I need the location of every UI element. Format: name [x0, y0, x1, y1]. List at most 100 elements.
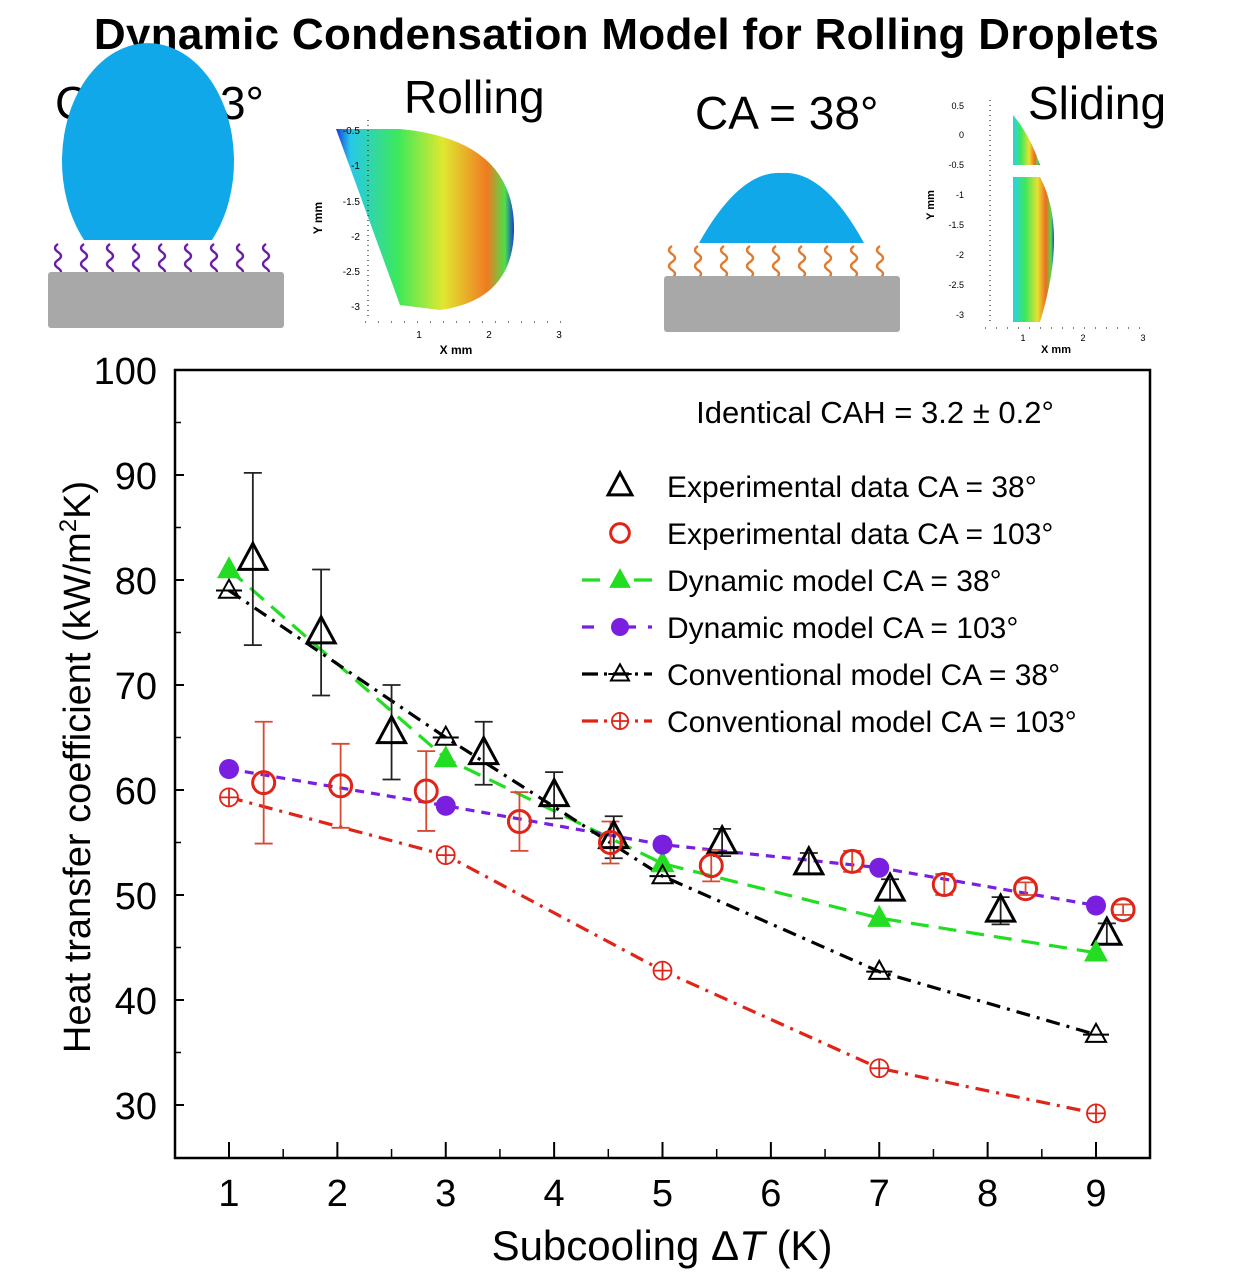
- illustrations: -0.5 -1 -1.5 -2 -2.5 -3 1 2 3 X mm Y mm: [48, 43, 1146, 357]
- marker-circle-open: [597, 830, 623, 855]
- data-markers: [216, 540, 1136, 1124]
- marker-circle-plus: [869, 1058, 890, 1079]
- triangle: [217, 577, 241, 599]
- x-tick-label: 2: [327, 1173, 348, 1215]
- marker-triangle-open-bar: [866, 958, 893, 980]
- x-tick-label: 8: [977, 1173, 998, 1215]
- tick-label: -2.5: [343, 267, 361, 278]
- legend-label: Experimental data CA = 38°: [667, 471, 1037, 504]
- marker-triangle-filled: [1084, 939, 1108, 962]
- sliding-heatmap-top: [1013, 115, 1040, 165]
- y-tick-label: 70: [115, 666, 157, 708]
- marker-triangle-open: [792, 844, 826, 876]
- right-ca-label: CA = 38°: [695, 87, 879, 139]
- triangle: [867, 958, 891, 980]
- y-axis-label: Heat transfer coefficient (kW/m2K): [55, 481, 99, 1053]
- marker-triangle-open: [1090, 915, 1124, 946]
- legend-item: Dynamic model CA = 103°: [582, 612, 1018, 645]
- tick-label: 3: [556, 330, 562, 341]
- marker-circle-open: [698, 853, 724, 879]
- marker-triangle-open-bar: [216, 577, 242, 599]
- substrate-right: [664, 276, 900, 332]
- substrate-left: [48, 272, 284, 328]
- x-tick-label: 3: [435, 1173, 456, 1215]
- series-line-2: [227, 568, 1097, 955]
- x-tick-label: 6: [760, 1173, 781, 1215]
- marker-triangle-open: [597, 818, 631, 850]
- tick-label: -3: [351, 302, 360, 313]
- y-tick-label: 100: [94, 351, 157, 393]
- marker-circle-filled: [435, 795, 456, 816]
- legend: Experimental data CA = 38° Experimental d…: [582, 469, 1077, 739]
- tick-label: -1.5: [948, 220, 964, 230]
- marker-triangle-open: [873, 870, 907, 902]
- error-bar: [1114, 903, 1133, 916]
- velocity-map-rolling: -0.5 -1 -1.5 -2 -2.5 -3 1 2 3 X mm Y mm: [311, 120, 565, 357]
- marker-triangle-open-bar: [432, 724, 459, 746]
- marker-circle-plus: [1086, 1103, 1106, 1124]
- legend-item: Conventional model CA = 103°: [582, 706, 1077, 739]
- sliding-x-ticks: 1 2 3: [1020, 333, 1145, 343]
- marker-circle-filled: [869, 857, 890, 878]
- marker-triangle-open-bar: [649, 863, 676, 885]
- y-tick-label: 50: [115, 876, 157, 918]
- droplet-illustration-ca38: [664, 172, 900, 332]
- marker-circle-open: [609, 522, 631, 544]
- legend-label: Dynamic model CA = 38°: [667, 565, 1002, 598]
- axes: 30 40 50 60 70 80 90 100 1 2 3 4 5 6 7 8 9: [94, 351, 1152, 1215]
- marker-triangle-open: [705, 823, 739, 855]
- rolling-y-axis-label: Y mm: [311, 202, 325, 234]
- marker-circle-filled: [1086, 895, 1106, 916]
- sliding-x-axis-label: X mm: [1041, 344, 1071, 356]
- marker-circle-open: [1013, 876, 1039, 902]
- marker-circle-filled: [611, 618, 629, 636]
- droplet-ca38: [699, 172, 864, 243]
- tick-label: -2: [351, 232, 360, 243]
- marker-triangle-open: [537, 776, 571, 808]
- marker-triangle-open: [375, 713, 409, 745]
- legend-label: Conventional model CA = 38°: [667, 659, 1060, 692]
- x-tick-label: 5: [652, 1173, 673, 1215]
- marker-triangle-open: [984, 891, 1018, 923]
- y-tick-label: 30: [115, 1086, 157, 1128]
- rolling-x-ticks: 1 2 3: [416, 330, 562, 341]
- rolling-heatmap: [336, 129, 515, 310]
- marker-circle-filled: [652, 834, 673, 855]
- triangle: [650, 863, 675, 885]
- x-axis-label: Subcooling ΔT (K): [492, 1222, 833, 1269]
- rolling-label: Rolling: [404, 71, 545, 123]
- droplet-illustration-ca103: [48, 43, 284, 328]
- marker-triangle-open: [304, 613, 338, 645]
- triangle: [1084, 1021, 1108, 1043]
- tick-label: 1: [1020, 333, 1025, 343]
- velocity-map-sliding: 0.5 0 -0.5 -1 -1.5 -2 -2.5 -3 1 2 3 X mm…: [925, 100, 1146, 356]
- y-tick-label: 90: [115, 456, 157, 498]
- rolling-y-ticks: -0.5 -1 -1.5 -2 -2.5 -3: [343, 126, 361, 313]
- legend-item: Experimental data CA = 38°: [605, 469, 1037, 504]
- tick-label: -1.5: [343, 197, 361, 208]
- marker-triangle-filled: [217, 556, 241, 579]
- marker-triangle-filled: [609, 568, 631, 588]
- x-tick-label: 9: [1085, 1173, 1106, 1215]
- marker-circle-open: [413, 778, 439, 804]
- legend-item: Experimental data CA = 103°: [609, 518, 1053, 551]
- marker-triangle-open: [467, 734, 501, 766]
- marker-circle-open: [328, 773, 354, 799]
- triangle: [609, 662, 631, 682]
- droplet-ca103: [62, 43, 235, 240]
- sliding-y-ticks: 0.5 0 -0.5 -1 -1.5 -2 -2.5 -3: [948, 101, 964, 320]
- error-bar: [331, 742, 350, 829]
- figure-title: Dynamic Condensation Model for Rolling D…: [93, 10, 1160, 59]
- tick-label: -1: [351, 161, 360, 172]
- marker-circle-open: [839, 848, 865, 874]
- y-tick-label: 40: [115, 981, 157, 1023]
- tick-label: -0.5: [343, 126, 361, 137]
- marker-circle-filled: [219, 759, 239, 779]
- legend-item: Dynamic model CA = 38°: [582, 565, 1002, 598]
- x-tick-label: 4: [544, 1173, 565, 1215]
- y-tick-label: 60: [115, 771, 157, 813]
- polymer-chains-orange: [667, 245, 885, 279]
- tick-label: 2: [1080, 333, 1085, 343]
- marker-triangle-open-bar: [1083, 1021, 1109, 1043]
- y-tick-label: 80: [115, 561, 157, 603]
